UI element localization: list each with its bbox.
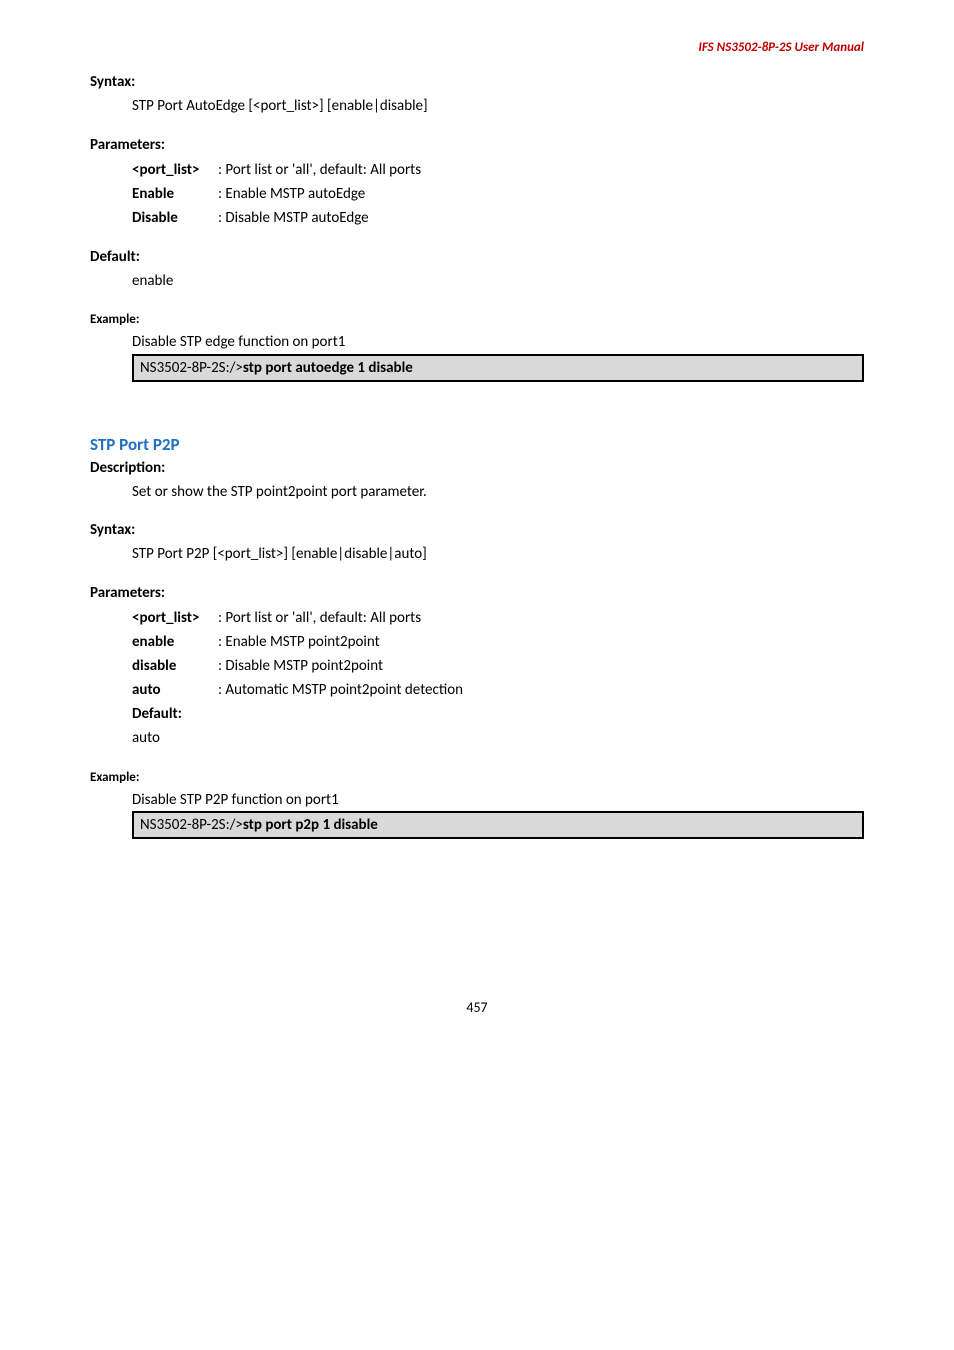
stp-p2p-heading: STP Port P2P bbox=[90, 434, 864, 455]
example-heading: Example: bbox=[90, 312, 864, 327]
example-heading: Example: bbox=[90, 770, 864, 785]
code-cmd: stp port p2p 1 disable bbox=[243, 816, 378, 834]
description-text: Set or show the STP point2point port par… bbox=[132, 481, 864, 504]
parameters-heading: Parameters: bbox=[90, 136, 864, 154]
description-heading: Description: bbox=[90, 459, 864, 477]
default-text: enable bbox=[132, 270, 864, 293]
parameters-heading: Parameters: bbox=[90, 584, 864, 602]
syntax-heading: Syntax: bbox=[90, 521, 864, 539]
syntax-text: STP Port P2P [<port_list>] [enable|disab… bbox=[132, 543, 864, 566]
param-row: Disable: Disable MSTP autoEdge bbox=[132, 206, 864, 230]
param-val: : Port list or 'all', default: All ports bbox=[218, 609, 421, 627]
param-row: disable: Disable MSTP point2point bbox=[132, 654, 864, 678]
header-title: IFS NS3502-8P-2S User Manual bbox=[90, 40, 864, 55]
code-box: NS3502-8P-2S:/>stp port p2p 1 disable bbox=[132, 811, 864, 839]
example-desc: Disable STP P2P function on port1 bbox=[132, 789, 864, 812]
param-row: enable: Enable MSTP point2point bbox=[132, 630, 864, 654]
param-row: <port_list>: Port list or 'all', default… bbox=[132, 606, 864, 630]
default-val: auto bbox=[132, 729, 160, 747]
param-val: : Disable MSTP autoEdge bbox=[218, 209, 369, 227]
code-cmd: stp port autoedge 1 disable bbox=[243, 359, 413, 377]
page-number: 457 bbox=[90, 999, 864, 1016]
param-val: : Automatic MSTP point2point detection bbox=[218, 681, 463, 699]
param-key: <port_list> bbox=[132, 158, 218, 182]
param-row: Default: bbox=[132, 702, 864, 726]
code-prefix: NS3502-8P-2S:/> bbox=[140, 816, 243, 834]
param-key: enable bbox=[132, 630, 218, 654]
default-key: Default: bbox=[132, 702, 218, 726]
param-key: disable bbox=[132, 654, 218, 678]
param-row: auto: Automatic MSTP point2point detecti… bbox=[132, 678, 864, 702]
code-prefix: NS3502-8P-2S:/> bbox=[140, 359, 243, 377]
page-container: IFS NS3502-8P-2S User Manual Syntax: STP… bbox=[0, 0, 954, 1056]
code-box: NS3502-8P-2S:/>stp port autoedge 1 disab… bbox=[132, 354, 864, 382]
param-key: Enable bbox=[132, 182, 218, 206]
example-desc: Disable STP edge function on port1 bbox=[132, 331, 864, 354]
param-val: : Disable MSTP point2point bbox=[218, 657, 383, 675]
default-heading: Default: bbox=[90, 248, 864, 266]
param-val: : Port list or 'all', default: All ports bbox=[218, 161, 421, 179]
syntax-text: STP Port AutoEdge [<port_list>] [enable|… bbox=[132, 95, 864, 118]
param-val: : Enable MSTP point2point bbox=[218, 633, 380, 651]
param-row: Enable: Enable MSTP autoEdge bbox=[132, 182, 864, 206]
param-key: Disable bbox=[132, 206, 218, 230]
param-row: <port_list>: Port list or 'all', default… bbox=[132, 158, 864, 182]
param-key: <port_list> bbox=[132, 606, 218, 630]
syntax-heading: Syntax: bbox=[90, 73, 864, 91]
param-val: : Enable MSTP autoEdge bbox=[218, 185, 365, 203]
param-key: auto bbox=[132, 678, 218, 702]
param-row: auto bbox=[132, 726, 864, 750]
